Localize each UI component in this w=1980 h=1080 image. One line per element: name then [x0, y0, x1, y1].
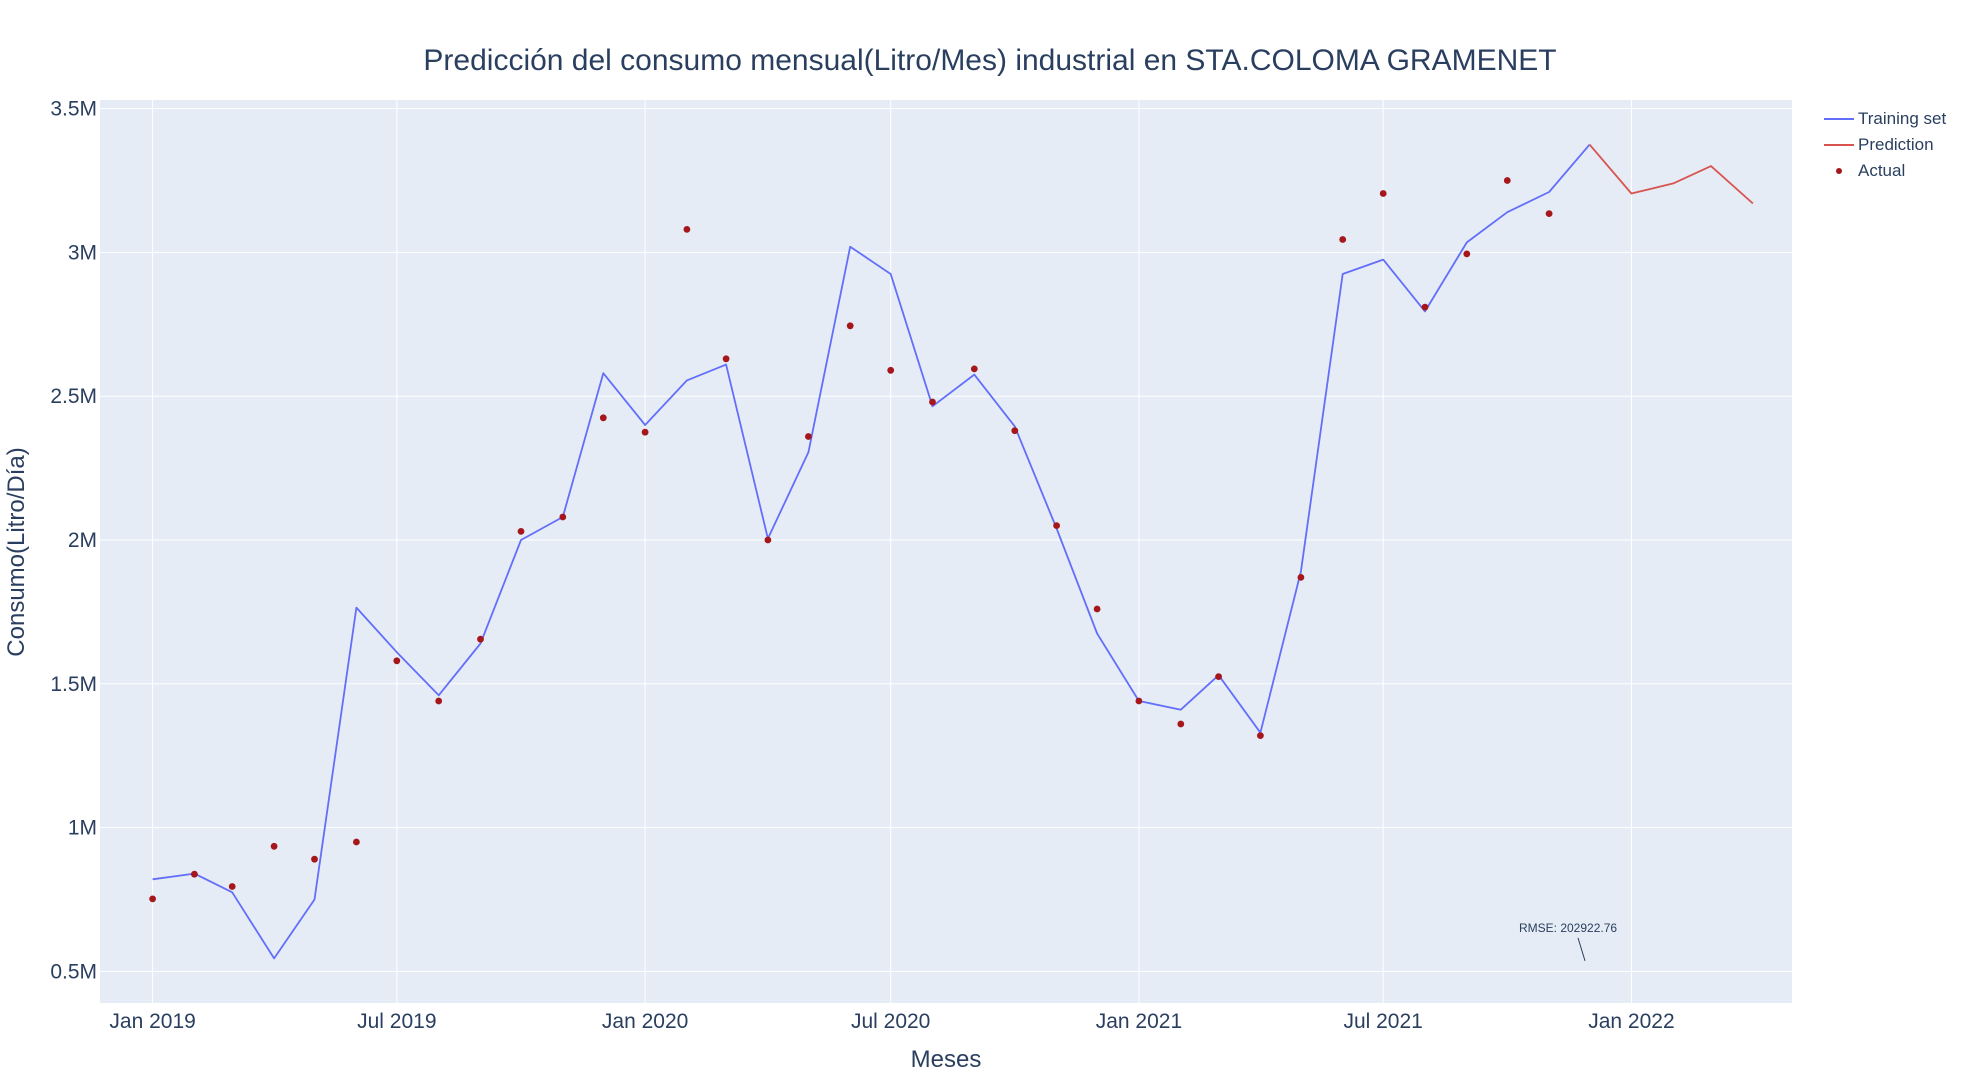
chart-title: Predicción del consumo mensual(Litro/Mes…	[423, 44, 1557, 77]
rmse-annotation: RMSE: 202922.76	[1519, 921, 1617, 935]
legend-label: Prediction	[1858, 135, 1934, 154]
y-tick-label: 3.5M	[50, 98, 97, 121]
actual-point	[1011, 427, 1019, 435]
legend-item-prediction[interactable]: Prediction	[1822, 132, 1946, 158]
y-tick-label: 0.5M	[50, 960, 97, 983]
training-set-line	[152, 144, 1591, 960]
actual-point	[1421, 303, 1429, 311]
actual-point	[683, 226, 691, 233]
actual-point	[435, 697, 443, 705]
actual-point	[929, 398, 936, 406]
legend-label: Actual	[1858, 161, 1906, 180]
x-tick-label: Jan 2019	[109, 1010, 195, 1033]
actual-point	[477, 635, 484, 643]
actual-point	[1503, 177, 1511, 184]
x-tick-label: Jan 2021	[1096, 1010, 1182, 1033]
actual-point	[1463, 250, 1471, 258]
actual-point	[764, 536, 772, 544]
x-tick-label: Jul 2020	[851, 1010, 930, 1033]
legend-swatch-prediction	[1822, 139, 1856, 151]
actual-point	[393, 657, 401, 665]
actual-point	[1379, 190, 1387, 197]
plot-area	[100, 100, 1792, 1003]
legend-label: Training set	[1858, 109, 1947, 128]
prediction-line	[1588, 144, 1754, 205]
legend-line-icon	[1824, 118, 1854, 120]
actual-point	[1215, 673, 1222, 680]
actual-point	[353, 838, 360, 846]
actual-point	[228, 883, 236, 890]
x-tick-label: Jul 2021	[1343, 1010, 1422, 1033]
x-tick-label: Jul 2019	[357, 1010, 436, 1033]
legend-item-actual[interactable]: Actual	[1822, 158, 1946, 184]
legend-dot-icon	[1836, 168, 1842, 174]
actual-point	[1297, 574, 1305, 581]
legend-swatch-training-set	[1822, 113, 1856, 125]
y-tick-label: 2M	[68, 529, 97, 552]
actual-point	[517, 528, 525, 535]
actual-point	[722, 355, 730, 363]
legend-swatch-actual	[1822, 165, 1856, 177]
actual-point	[1093, 605, 1101, 613]
actual-point	[1339, 236, 1347, 243]
actual-point	[191, 870, 198, 878]
actual-point	[1177, 720, 1185, 728]
actual-point	[599, 414, 607, 422]
actual-point	[970, 365, 978, 373]
annotation-arrow	[1577, 937, 1586, 961]
legend[interactable]: Training set Prediction Actual	[1822, 106, 1946, 184]
y-axis-ticks: 0.5M 1M 1.5M 2M 2.5M 3M 3.5M	[50, 98, 97, 984]
actual-point	[1053, 522, 1060, 529]
y-tick-label: 1M	[68, 817, 97, 840]
y-tick-label: 3M	[68, 241, 97, 264]
actual-point	[887, 366, 895, 374]
y-axis-label: Consumo(Litro/Día)	[3, 447, 30, 656]
series-layer	[149, 144, 1754, 960]
y-tick-label: 1.5M	[50, 673, 97, 696]
legend-line-icon	[1824, 144, 1854, 146]
x-axis-ticks: Jan 2019 Jul 2019 Jan 2020 Jul 2020 Jan 2021…	[109, 1010, 1674, 1033]
y-tick-label: 2.5M	[50, 385, 97, 408]
actual-point	[311, 855, 318, 863]
legend-item-training-set[interactable]: Training set	[1822, 106, 1946, 132]
actual-point	[1545, 210, 1553, 218]
x-tick-label: Jan 2020	[602, 1010, 688, 1033]
actual-point	[149, 895, 157, 903]
actual-point	[1257, 732, 1264, 739]
annotation-layer: RMSE: 202922.76	[1519, 921, 1617, 961]
actual-point	[846, 322, 854, 330]
x-axis-label: Meses	[911, 1046, 982, 1073]
x-tick-label: Jan 2022	[1588, 1010, 1674, 1033]
actual-point	[641, 428, 649, 436]
actual-point	[559, 513, 567, 521]
actual-point	[805, 433, 812, 440]
grid	[100, 100, 1792, 1003]
actual-point	[1135, 697, 1143, 705]
actual-point	[270, 842, 278, 850]
